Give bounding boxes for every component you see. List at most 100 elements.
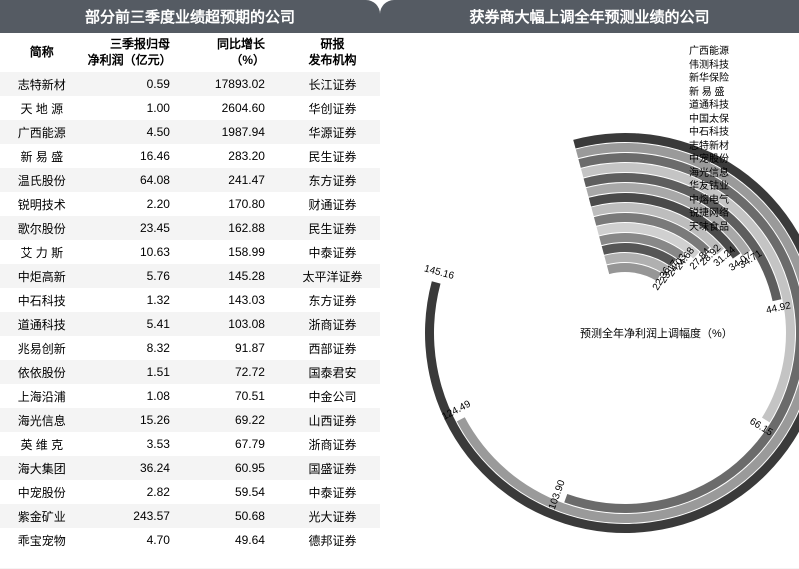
table-cell: 15.26 bbox=[84, 408, 190, 432]
column-header: 同比增长（%） bbox=[190, 33, 285, 72]
table-cell: 民生证券 bbox=[285, 216, 380, 240]
table-row: 歌尔股份23.45162.88民生证券 bbox=[0, 216, 380, 240]
table-row: 道通科技5.41103.08浙商证券 bbox=[0, 312, 380, 336]
legend-item: 新 易 盛 bbox=[689, 86, 729, 100]
table-cell: 5.76 bbox=[84, 264, 190, 288]
data-table: 简称三季报归母净利润（亿元）同比增长（%）研报发布机构 志特新材0.591789… bbox=[0, 33, 380, 552]
table-cell: 1.00 bbox=[84, 96, 190, 120]
table-row: 依依股份1.5172.72国泰君安 bbox=[0, 360, 380, 384]
table-cell: 歌尔股份 bbox=[0, 216, 84, 240]
table-cell: 光大证券 bbox=[285, 504, 380, 528]
table-cell: 17893.02 bbox=[190, 72, 285, 96]
legend-item: 道通科技 bbox=[689, 99, 729, 113]
table-cell: 天 地 源 bbox=[0, 96, 84, 120]
table-cell: 241.47 bbox=[190, 168, 285, 192]
table-row: 中石科技1.32143.03东方证券 bbox=[0, 288, 380, 312]
table-cell: 东方证券 bbox=[285, 168, 380, 192]
table-cell: 2604.60 bbox=[190, 96, 285, 120]
table-cell: 山西证券 bbox=[285, 408, 380, 432]
table-cell: 60.95 bbox=[190, 456, 285, 480]
legend-item: 中宠股份 bbox=[689, 153, 729, 167]
table-cell: 1.08 bbox=[84, 384, 190, 408]
table-cell: 锐明技术 bbox=[0, 192, 84, 216]
table-row: 海大集团36.2460.95国盛证券 bbox=[0, 456, 380, 480]
table-cell: 67.79 bbox=[190, 432, 285, 456]
legend-item: 中国太保 bbox=[689, 113, 729, 127]
legend-item: 新华保险 bbox=[689, 72, 729, 86]
table-cell: 中石科技 bbox=[0, 288, 84, 312]
table-cell: 财通证券 bbox=[285, 192, 380, 216]
table-row: 艾 力 斯10.63158.99中泰证券 bbox=[0, 240, 380, 264]
table-cell: 中泰证券 bbox=[285, 240, 380, 264]
legend-item: 中熔电气 bbox=[689, 194, 729, 208]
table-cell: 59.54 bbox=[190, 480, 285, 504]
table-row: 兆易创新8.3291.87西部证券 bbox=[0, 336, 380, 360]
table-cell: 中炬高新 bbox=[0, 264, 84, 288]
table-row: 乖宝宠物4.7049.64德邦证券 bbox=[0, 528, 380, 552]
table-cell: 10.63 bbox=[84, 240, 190, 264]
axis-label: 预测全年净利润上调幅度（%） bbox=[580, 325, 733, 341]
table-cell: 太平洋证券 bbox=[285, 264, 380, 288]
table-cell: 依依股份 bbox=[0, 360, 84, 384]
table-cell: 50.68 bbox=[190, 504, 285, 528]
table-cell: 西部证券 bbox=[285, 336, 380, 360]
table-cell: 72.72 bbox=[190, 360, 285, 384]
table-cell: 国盛证券 bbox=[285, 456, 380, 480]
table-row: 海光信息15.2669.22山西证券 bbox=[0, 408, 380, 432]
table-cell: 华源证券 bbox=[285, 120, 380, 144]
right-title: 获券商大幅上调全年预测业绩的公司 bbox=[380, 0, 799, 33]
table-cell: 中泰证券 bbox=[285, 480, 380, 504]
table-row: 广西能源4.501987.94华源证券 bbox=[0, 120, 380, 144]
left-panel: 部分前三季度业绩超预期的公司 简称三季报归母净利润（亿元）同比增长（%）研报发布… bbox=[0, 0, 380, 568]
table-cell: 36.24 bbox=[84, 456, 190, 480]
table-cell: 道通科技 bbox=[0, 312, 84, 336]
table-cell: 49.64 bbox=[190, 528, 285, 552]
table-cell: 0.59 bbox=[84, 72, 190, 96]
table-cell: 民生证券 bbox=[285, 144, 380, 168]
table-cell: 162.88 bbox=[190, 216, 285, 240]
table-cell: 东方证券 bbox=[285, 288, 380, 312]
table-row: 天 地 源1.002604.60华创证券 bbox=[0, 96, 380, 120]
table-cell: 143.03 bbox=[190, 288, 285, 312]
table-row: 新 易 盛16.46283.20民生证券 bbox=[0, 144, 380, 168]
legend-item: 广西能源 bbox=[689, 45, 729, 59]
table-row: 紫金矿业243.5750.68光大证券 bbox=[0, 504, 380, 528]
legend-item: 中石科技 bbox=[689, 126, 729, 140]
table-cell: 1.51 bbox=[84, 360, 190, 384]
table-cell: 69.22 bbox=[190, 408, 285, 432]
table-cell: 243.57 bbox=[84, 504, 190, 528]
table-cell: 3.53 bbox=[84, 432, 190, 456]
table-cell: 海大集团 bbox=[0, 456, 84, 480]
column-header: 研报发布机构 bbox=[285, 33, 380, 72]
table-cell: 英 维 克 bbox=[0, 432, 84, 456]
table-cell: 103.08 bbox=[190, 312, 285, 336]
table-cell: 91.87 bbox=[190, 336, 285, 360]
table-cell: 1987.94 bbox=[190, 120, 285, 144]
table-row: 中炬高新5.76145.28太平洋证券 bbox=[0, 264, 380, 288]
radial-chart: 145.16124.49103.9066.1544.9234.7134.0731… bbox=[380, 33, 799, 569]
table-cell: 158.99 bbox=[190, 240, 285, 264]
table-cell: 1.32 bbox=[84, 288, 190, 312]
arc-value-label: 145.16 bbox=[423, 263, 456, 282]
table-cell: 4.70 bbox=[84, 528, 190, 552]
legend-item: 锐捷网络 bbox=[689, 207, 729, 221]
chart-legend: 广西能源伟测科技新华保险新 易 盛道通科技中国太保中石科技志特新材中宠股份海光信… bbox=[689, 45, 729, 234]
table-row: 锐明技术2.20170.80财通证券 bbox=[0, 192, 380, 216]
table-cell: 上海沿浦 bbox=[0, 384, 84, 408]
table-cell: 23.45 bbox=[84, 216, 190, 240]
column-header: 简称 bbox=[0, 33, 84, 72]
left-title: 部分前三季度业绩超预期的公司 bbox=[0, 0, 380, 33]
table-cell: 5.41 bbox=[84, 312, 190, 336]
table-cell: 16.46 bbox=[84, 144, 190, 168]
table-cell: 广西能源 bbox=[0, 120, 84, 144]
table-cell: 中宠股份 bbox=[0, 480, 84, 504]
table-cell: 浙商证券 bbox=[285, 432, 380, 456]
table-row: 中宠股份2.8259.54中泰证券 bbox=[0, 480, 380, 504]
table-cell: 浙商证券 bbox=[285, 312, 380, 336]
table-cell: 志特新材 bbox=[0, 72, 84, 96]
legend-item: 华友钴业 bbox=[689, 180, 729, 194]
table-cell: 紫金矿业 bbox=[0, 504, 84, 528]
table-cell: 乖宝宠物 bbox=[0, 528, 84, 552]
table-cell: 华创证券 bbox=[285, 96, 380, 120]
table-cell: 兆易创新 bbox=[0, 336, 84, 360]
